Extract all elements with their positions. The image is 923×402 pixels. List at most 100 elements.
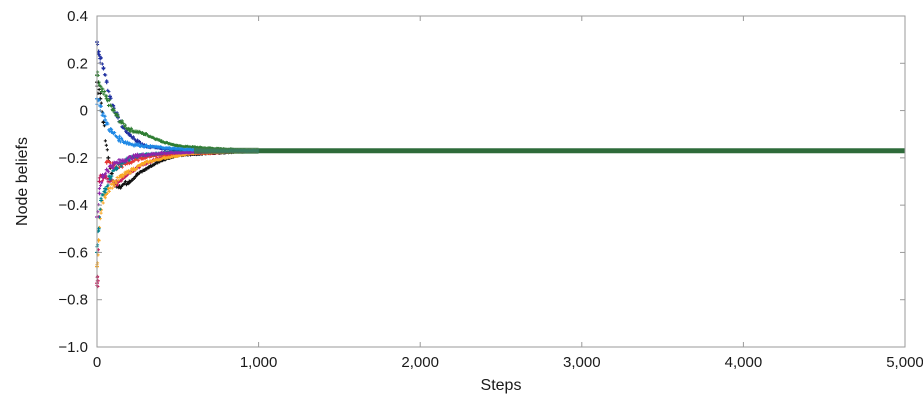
trajectory-point (101, 193, 105, 197)
trajectory-point (99, 84, 103, 88)
consensus-band (193, 147, 906, 154)
data-point (143, 160, 148, 165)
data-point (117, 136, 122, 141)
trajectory-point (119, 179, 123, 183)
data-point (107, 174, 112, 179)
trajectory-point (121, 121, 125, 126)
trajectory-point (116, 178, 120, 182)
trajectory-point (97, 98, 101, 102)
trajectory-point (130, 128, 134, 132)
trajectory-point (103, 139, 108, 143)
data-point (127, 132, 132, 137)
trajectory-point (132, 159, 136, 163)
trajectory-point (97, 176, 102, 180)
data-point (114, 165, 119, 170)
trajectory-point (105, 148, 109, 152)
trajectory-point (123, 123, 127, 127)
trajectory-point (95, 261, 100, 265)
trajectory-point (116, 115, 120, 119)
y-tick-label: −1.0 (58, 339, 88, 356)
data-point (97, 179, 102, 184)
trajectory-point (141, 130, 145, 135)
trajectory-point (102, 92, 106, 96)
consensus-line (258, 148, 906, 154)
y-tick-label: −0.2 (58, 150, 88, 167)
data-point (127, 127, 132, 132)
trajectory-point (126, 170, 130, 174)
data-point (98, 103, 103, 108)
x-tick-label: 5,000 (886, 354, 923, 371)
x-tick-label: 3,000 (563, 354, 601, 371)
trajectory-point (115, 112, 119, 116)
trajectory-point (123, 170, 127, 174)
trajectory-point (98, 184, 103, 188)
trajectory-point (100, 179, 105, 183)
axis-ticks-layer: 0 1,000 2,000 3,000 4,000 5,000 0.4 0.2 0 −0.2 −0.… (58, 8, 923, 371)
trajectory-point (110, 186, 114, 190)
trajectory-point (113, 179, 117, 183)
y-tick-label: −0.4 (58, 197, 88, 214)
y-tick-label: −0.6 (58, 244, 88, 261)
data-point (99, 89, 104, 94)
trajectory-point (147, 145, 151, 149)
trajectory-point (117, 157, 121, 162)
trajectory-point (104, 122, 108, 127)
data-point (120, 158, 125, 163)
trajectory-point (132, 144, 136, 148)
trajectory-point (118, 140, 123, 144)
data-point (119, 120, 124, 125)
trajectory-point (106, 99, 110, 103)
data-point (99, 207, 104, 212)
trajectory-point (107, 98, 112, 102)
trajectory-point (131, 135, 135, 139)
series-group (95, 148, 261, 289)
trajectory-point (143, 168, 147, 172)
trajectory-point (130, 157, 135, 161)
data-point (106, 155, 111, 160)
trajectory-point (107, 189, 111, 194)
converging-band (193, 147, 259, 154)
y-tick-label: 0 (80, 103, 88, 120)
data-point (104, 167, 109, 172)
trajectory-point (101, 111, 105, 115)
data-point (107, 94, 112, 99)
trajectory-point (95, 243, 100, 247)
data-point (127, 179, 132, 184)
data-point (104, 96, 109, 101)
data-point (103, 186, 108, 191)
x-tick-label: 0 (93, 354, 101, 371)
series-group (95, 148, 261, 255)
trajectory-point (132, 155, 137, 159)
trajectory-point (120, 138, 125, 142)
data-point (135, 172, 140, 177)
trajectory-point (111, 166, 115, 170)
data-point (100, 174, 105, 179)
trajectory-point (134, 166, 139, 171)
trajectory-point (103, 196, 107, 200)
trajectory-point (119, 164, 123, 168)
data-point (109, 129, 114, 134)
trajectory-point (107, 90, 111, 94)
x-tick-label: 4,000 (725, 354, 763, 371)
trajectory-point (123, 179, 128, 184)
trajectory-point (104, 171, 108, 175)
series-group (95, 148, 261, 219)
trajectory-point (113, 111, 117, 116)
data-point (135, 153, 140, 158)
data-point (167, 146, 172, 151)
y-tick-label: 0.4 (67, 8, 88, 25)
data-point (117, 184, 122, 189)
trajectory-point (103, 114, 107, 118)
trajectory-point (99, 101, 103, 105)
y-axis-label: Node beliefs (14, 137, 31, 226)
plot-frame (96, 15, 906, 348)
trajectory-point (97, 87, 101, 92)
trajectory-point (124, 172, 128, 176)
data-point (143, 144, 148, 149)
data-point (111, 162, 116, 167)
data-point (111, 181, 116, 186)
data-point (143, 132, 148, 137)
trajectory-point (114, 181, 118, 185)
trajectory-point (100, 62, 104, 66)
